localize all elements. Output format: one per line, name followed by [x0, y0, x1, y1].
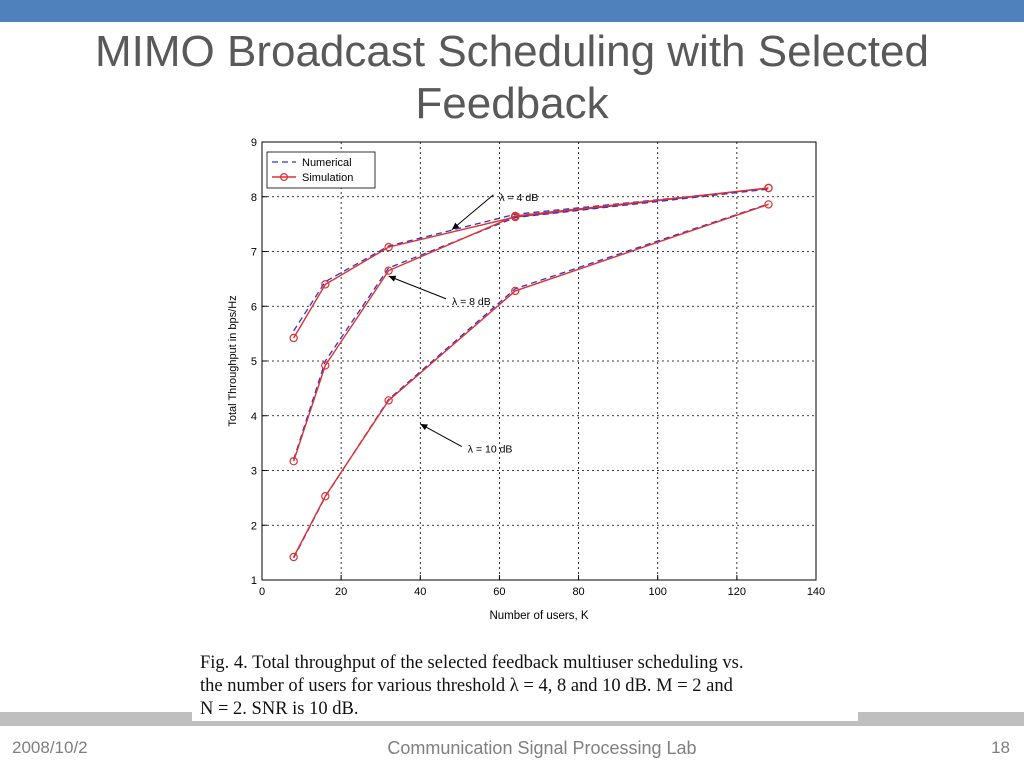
chart-legend: Numerical Simulation	[266, 151, 376, 189]
legend-marker-simulation	[279, 172, 288, 181]
series-line-numerical-0	[293, 187, 769, 332]
footer-lab-name: Communication Signal Processing Lab	[387, 738, 697, 758]
annotation-arrow-head-2	[420, 423, 428, 431]
series-line-numerical-2	[293, 188, 769, 460]
legend-label-simulation: Simulation	[302, 172, 353, 184]
y-tick-label-4: 4	[251, 411, 257, 423]
x-tick-label-120: 120	[728, 586, 746, 598]
data-point-5-1	[321, 492, 330, 501]
annotation-arrow-head-1	[388, 275, 397, 282]
legend-label-numerical: Numerical	[302, 157, 352, 169]
caption-backdrop	[192, 710, 858, 721]
slide-title-line2: Feedback	[415, 79, 609, 128]
y-tick-label-5: 5	[251, 356, 257, 368]
annotation-label-1: λ = 8 dB	[452, 296, 491, 308]
data-point-5-4	[764, 200, 773, 209]
y-tick-label-2: 2	[251, 520, 257, 532]
caption-line1: Fig. 4. Total throughput of the selected…	[200, 653, 744, 673]
x-tick-label-60: 60	[493, 586, 505, 598]
x-tick-label-20: 20	[335, 586, 347, 598]
y-tick-label-1: 1	[251, 575, 257, 587]
series-line-numerical-4	[293, 203, 769, 559]
annotation-label-0: λ = 4 dB	[499, 192, 538, 204]
y-tick-label-3: 3	[251, 466, 257, 478]
series-line-simulation-3	[292, 187, 769, 462]
data-point-1-1	[321, 280, 330, 289]
axis-ticks: 0 20 40 60 80 100 120 140 1 2 3 4 5 6 7 8 9	[251, 137, 825, 598]
data-point-5-2	[384, 396, 393, 405]
y-tick-label-7: 7	[251, 247, 257, 259]
annotations-group: λ = 4 dB λ = 8 dB λ = 10 dB	[388, 192, 538, 456]
y-tick-label-8: 8	[251, 192, 257, 204]
chart-figure: 0 20 40 60 80 100 120 140 1 2 3 4 5 6 7 8 9 λ = 4 dB λ = …	[220, 133, 840, 633]
annotation-arrow-head-0	[451, 222, 460, 230]
slide-title: MIMO Broadcast Scheduling with Selected …	[0, 26, 1024, 130]
annotation-arrow-line-2	[420, 423, 463, 448]
data-point-1-0	[289, 333, 298, 343]
data-point-3-1	[321, 361, 330, 370]
annotation-label-2: λ = 10 dB	[468, 444, 513, 456]
data-point-3-2	[384, 266, 393, 275]
data-point-1-2	[384, 242, 393, 252]
caption-line3: N = 2. SNR is 10 dB.	[200, 699, 359, 719]
x-tick-label-100: 100	[649, 586, 667, 598]
caption-line2: the number of users for various threshol…	[200, 676, 733, 696]
footer-page-number: 18	[991, 738, 1010, 757]
y-axis-label: Total Throughput in bps/Hz	[227, 295, 239, 426]
annotation-arrow-line-1	[388, 275, 447, 300]
x-tick-label-0: 0	[259, 586, 265, 598]
series-group	[289, 183, 773, 562]
grid-lines	[262, 142, 816, 580]
slide-title-line1: MIMO Broadcast Scheduling with Selected	[95, 27, 929, 76]
y-tick-label-6: 6	[251, 301, 257, 313]
x-axis-label: Number of users, K	[489, 610, 588, 622]
data-point-5-3	[511, 286, 520, 296]
series-line-simulation-1	[293, 187, 769, 339]
data-point-3-3	[511, 211, 520, 221]
x-tick-label-80: 80	[572, 586, 584, 598]
footer-date: 2008/10/2	[12, 738, 88, 757]
series-line-simulation-5	[293, 203, 769, 558]
y-tick-label-9: 9	[251, 137, 257, 149]
figure-caption: Fig. 4. Total throughput of the selected…	[200, 652, 852, 721]
legend-box	[266, 151, 376, 189]
annotation-arrow-line-0	[451, 194, 494, 230]
top-accent-bar	[0, 0, 1024, 22]
x-tick-label-40: 40	[414, 586, 426, 598]
x-tick-label-140: 140	[807, 586, 825, 598]
data-point-5-0	[289, 552, 298, 562]
data-point-3-0	[289, 456, 298, 466]
data-point-3-4	[764, 183, 773, 193]
